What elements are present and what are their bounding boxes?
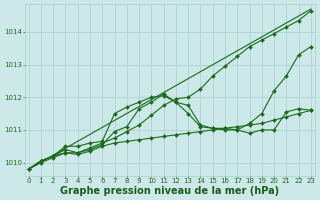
X-axis label: Graphe pression niveau de la mer (hPa): Graphe pression niveau de la mer (hPa) xyxy=(60,186,279,196)
